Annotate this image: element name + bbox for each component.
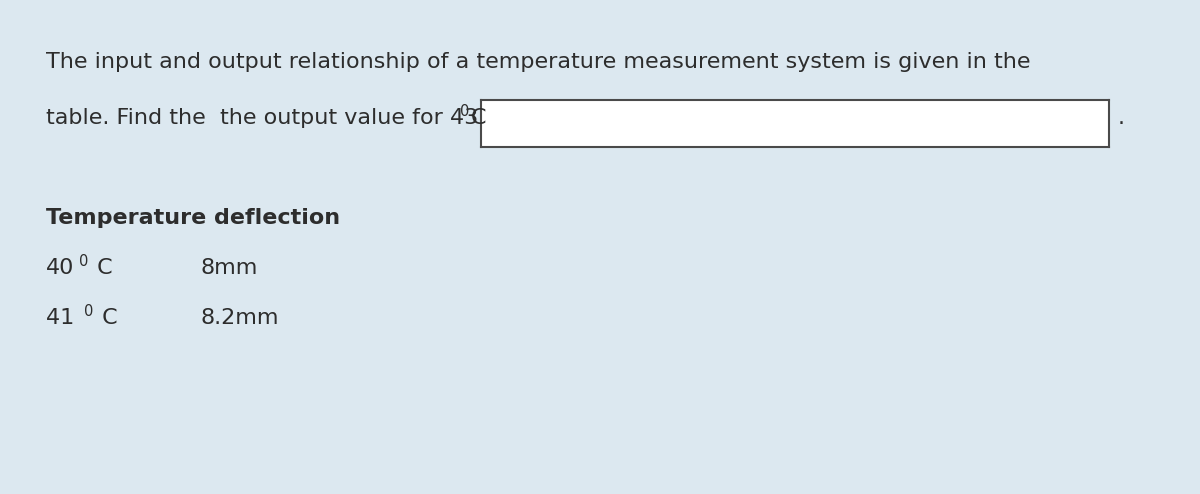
Text: C: C (95, 308, 118, 328)
Text: The input and output relationship of a temperature measurement system is given i: The input and output relationship of a t… (46, 52, 1031, 72)
Text: table. Find the  the output value for 43: table. Find the the output value for 43 (46, 108, 479, 128)
Text: 41: 41 (46, 308, 82, 328)
Text: 8mm: 8mm (200, 258, 257, 278)
Text: 0: 0 (460, 104, 469, 119)
Text: C: C (470, 108, 486, 128)
Text: 40: 40 (46, 258, 74, 278)
Text: Temperature deflection: Temperature deflection (46, 208, 340, 228)
Text: C: C (90, 258, 113, 278)
Text: 0: 0 (84, 304, 94, 319)
Text: 8.2mm: 8.2mm (200, 308, 278, 328)
Text: 0: 0 (79, 254, 89, 269)
Text: .: . (1118, 108, 1126, 128)
